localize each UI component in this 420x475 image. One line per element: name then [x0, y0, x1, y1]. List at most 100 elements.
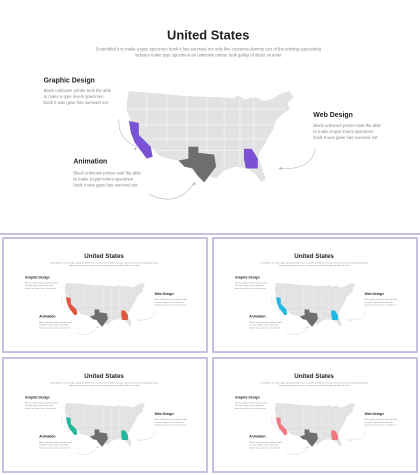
web-arrowhead	[347, 439, 350, 441]
thumbnail-blue[interactable]: United States Scrambled it to make a typ…	[212, 237, 418, 353]
animation-text: Black unknown printer took the able to m…	[249, 440, 282, 450]
graphic-arrowhead	[68, 429, 70, 432]
animation-heading: Animation	[249, 435, 266, 439]
graphic-design-text: Black unknown printer took the able to m…	[43, 88, 112, 106]
graphic-design-text: Black unknown printer took the able to m…	[24, 281, 58, 290]
graphic-arrowhead	[278, 309, 280, 312]
state-borders	[128, 93, 286, 171]
texas-shape	[89, 309, 108, 327]
graphic-connector	[270, 416, 280, 430]
slide-title: United States	[84, 372, 124, 380]
slide-canvas: United States Scrambled it to make a typ…	[214, 239, 414, 351]
animation-arrowhead	[306, 446, 308, 449]
connector-arrows	[60, 416, 156, 455]
georgia-shape	[331, 310, 338, 321]
california-shape	[65, 417, 78, 436]
web-design-heading: Web Design	[313, 112, 353, 119]
state-borders	[275, 283, 352, 321]
web-design-text: Black unknown printer took the able to m…	[364, 418, 398, 427]
slide-canvas: United States Scrambled it to make a typ…	[214, 359, 414, 471]
graphic-design-heading: Graphic Design	[234, 396, 260, 400]
state-borders	[65, 403, 142, 441]
animation-connector	[148, 182, 195, 200]
animation-arrowhead	[96, 446, 98, 449]
usa-map	[275, 402, 356, 447]
graphic-connector	[118, 118, 137, 148]
graphic-design-text: Black unknown printer took the able to m…	[234, 401, 268, 410]
web-arrowhead	[347, 319, 350, 321]
slide-title: United States	[84, 252, 124, 260]
web-arrowhead	[137, 439, 140, 441]
slide-subtitle: Scrambled it to make a type specimen boo…	[259, 381, 369, 387]
slide-subtitle: Scrambled it to make a type specimen boo…	[95, 46, 321, 58]
slide-title: United States	[294, 252, 334, 260]
web-connector	[279, 148, 316, 169]
california-shape	[128, 120, 153, 159]
animation-connector	[75, 326, 98, 335]
slide-subtitle: Scrambled it to make a type specimen boo…	[49, 381, 159, 387]
animation-arrowhead	[306, 326, 308, 329]
web-design-text: Black unknown printer took the able to m…	[154, 418, 188, 427]
connector-arrows	[270, 416, 366, 455]
california-shape	[65, 297, 78, 316]
slide-subtitle: Scrambled it to make a type specimen boo…	[259, 261, 369, 267]
web-design-heading: Web Design	[154, 292, 174, 297]
california-shape	[275, 297, 288, 316]
animation-arrowhead	[192, 181, 196, 186]
graphic-connector	[60, 416, 70, 430]
web-design-text: Black unknown printer took the able to m…	[154, 298, 188, 307]
connector-arrows	[270, 296, 366, 335]
web-connector	[138, 430, 156, 441]
web-connector	[138, 310, 156, 321]
graphic-connector	[60, 296, 70, 310]
graphic-connector	[270, 296, 280, 310]
web-design-heading: Web Design	[364, 292, 384, 297]
web-arrowhead	[137, 319, 140, 321]
usa-map	[65, 402, 146, 447]
animation-connector	[75, 446, 98, 455]
thumbnail-teal[interactable]: United States Scrambled it to make a typ…	[2, 357, 208, 473]
web-arrowhead	[278, 166, 282, 171]
slide-title: United States	[294, 372, 334, 380]
animation-text: Black unknown printer took the able to m…	[39, 440, 72, 450]
animation-text: Black unknown printer took the able to m…	[249, 320, 282, 330]
web-design-heading: Web Design	[364, 412, 384, 417]
slide-canvas: United States Scrambled it to make a typ…	[4, 239, 204, 351]
connector-arrows	[60, 296, 156, 335]
california-shape	[275, 417, 288, 436]
georgia-shape	[331, 430, 338, 441]
georgia-shape	[121, 430, 128, 441]
texas-shape	[299, 309, 318, 327]
slide-title: United States	[167, 27, 250, 43]
web-design-heading: Web Design	[154, 412, 174, 417]
texas-shape	[89, 429, 108, 447]
web-design-text: Black unknown printer took the able to m…	[364, 298, 398, 307]
graphic-design-heading: Graphic Design	[24, 276, 50, 280]
graphic-design-heading: Graphic Design	[234, 276, 260, 280]
thumbnail-red[interactable]: United States Scrambled it to make a typ…	[2, 237, 208, 353]
thumbnail-pink[interactable]: United States Scrambled it to make a typ…	[212, 357, 418, 473]
web-connector	[348, 310, 366, 321]
slide-canvas: United States Scrambled it to make a typ…	[4, 359, 204, 471]
animation-connector	[285, 326, 308, 335]
animation-heading: Animation	[73, 158, 108, 166]
animation-connector	[285, 446, 308, 455]
graphic-design-heading: Graphic Design	[24, 396, 50, 400]
animation-heading: Animation	[39, 315, 56, 319]
graphic-design-text: Black unknown printer took the able to m…	[24, 401, 58, 410]
slide-canvas: United States Scrambled it to make a typ…	[0, 0, 416, 233]
animation-text: Black unknown printer took the able to m…	[39, 320, 72, 330]
main-slide[interactable]: United States Scrambled it to make a typ…	[0, 0, 420, 235]
usa-map	[275, 282, 356, 327]
connector-arrows	[118, 118, 316, 200]
graphic-arrowhead	[278, 429, 280, 432]
usa-map	[65, 282, 146, 327]
web-connector	[348, 430, 366, 441]
animation-arrowhead	[96, 326, 98, 329]
animation-text: Black unknown printer took the able to m…	[73, 170, 141, 188]
animation-heading: Animation	[249, 315, 266, 319]
graphic-design-heading: Graphic Design	[43, 77, 95, 85]
graphic-arrowhead	[133, 146, 137, 151]
texas-shape	[178, 146, 217, 183]
georgia-shape	[121, 310, 128, 321]
